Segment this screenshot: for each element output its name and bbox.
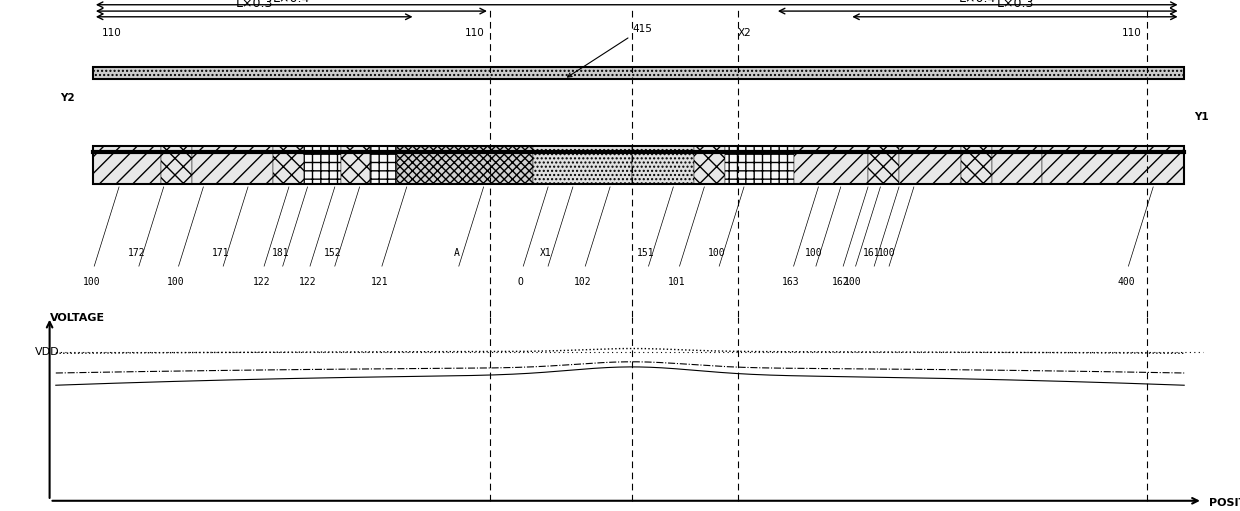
- Text: 100: 100: [844, 277, 862, 287]
- Text: L×0.4: L×0.4: [959, 0, 997, 5]
- Bar: [961, 146, 992, 184]
- Text: 152: 152: [324, 248, 341, 259]
- Text: 121: 121: [371, 277, 388, 287]
- Bar: [533, 146, 632, 184]
- Bar: [161, 146, 192, 184]
- Text: 100: 100: [708, 248, 725, 259]
- Text: 162: 162: [832, 277, 849, 287]
- Bar: [397, 146, 533, 184]
- Text: L×0.3: L×0.3: [236, 0, 273, 10]
- Text: 122: 122: [299, 277, 316, 287]
- Text: 100: 100: [805, 248, 822, 259]
- Text: VOLTAGE: VOLTAGE: [50, 313, 104, 323]
- Bar: [93, 146, 161, 184]
- Bar: [868, 146, 899, 184]
- Text: 161: 161: [863, 248, 880, 259]
- Text: 151: 151: [637, 248, 655, 259]
- Text: 101: 101: [668, 277, 686, 287]
- Text: L×0.3: L×0.3: [996, 0, 1034, 10]
- Bar: [192, 146, 273, 184]
- Text: 100: 100: [167, 277, 185, 287]
- Bar: [1042, 146, 1184, 184]
- Bar: [694, 146, 725, 184]
- Bar: [725, 146, 794, 184]
- Bar: [632, 146, 694, 184]
- Text: 400: 400: [1117, 277, 1135, 287]
- Text: VDD: VDD: [35, 346, 60, 357]
- Bar: [899, 146, 961, 184]
- Text: L×0.4: L×0.4: [273, 0, 310, 5]
- Text: 110: 110: [465, 28, 485, 38]
- Text: Y1: Y1: [1194, 112, 1209, 122]
- Text: 415: 415: [568, 24, 652, 77]
- Text: 100: 100: [83, 277, 100, 287]
- Text: O: O: [518, 277, 523, 287]
- Text: POSITION: POSITION: [1209, 498, 1240, 508]
- Text: Y2: Y2: [60, 93, 74, 103]
- Text: 110: 110: [1122, 28, 1142, 38]
- Text: 100: 100: [878, 248, 895, 259]
- Bar: [341, 146, 370, 184]
- Text: 181: 181: [272, 248, 289, 259]
- Text: 102: 102: [574, 277, 591, 287]
- Text: 172: 172: [128, 248, 145, 259]
- Text: A: A: [454, 248, 459, 259]
- Text: X2: X2: [738, 28, 751, 38]
- Text: 110: 110: [102, 28, 122, 38]
- Text: 163: 163: [782, 277, 800, 287]
- Text: 122: 122: [253, 277, 270, 287]
- Bar: [992, 146, 1042, 184]
- Bar: [304, 146, 341, 184]
- Text: 171: 171: [212, 248, 229, 259]
- Bar: [370, 146, 397, 184]
- Bar: [93, 146, 1184, 184]
- Bar: [794, 146, 868, 184]
- Text: X1: X1: [539, 248, 552, 259]
- Bar: [273, 146, 304, 184]
- FancyBboxPatch shape: [93, 66, 1184, 79]
